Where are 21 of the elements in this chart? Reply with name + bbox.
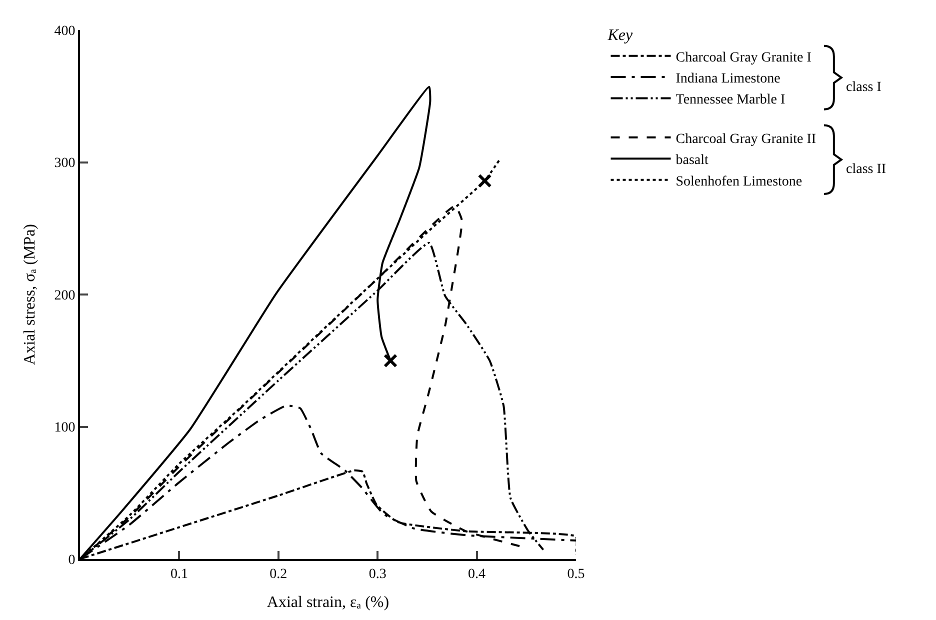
x-tick-label: 0.3 (368, 566, 386, 582)
legend-label: Indiana Limestone (676, 71, 780, 86)
legend-label: Charcoal Gray Granite II (676, 132, 816, 147)
y-tick-label: 0 (68, 552, 76, 568)
legend-label: Charcoal Gray Granite I (676, 50, 812, 66)
legend-title: Key (606, 27, 634, 44)
x-axis-title: Axial strain, εₐ (%) (266, 594, 390, 611)
legend-label: Tennessee Marble I (676, 92, 786, 108)
y-tick-label: 300 (54, 156, 76, 172)
x-tick-label: 0.2 (270, 566, 288, 582)
y-tick-label: 200 (54, 288, 76, 304)
x-tick-label: 0.1 (170, 566, 188, 582)
text: class I (846, 80, 882, 95)
y-axis-title: Axial stress, σₐ (MPa) (22, 224, 39, 365)
x-tick-label: 0.4 (468, 566, 486, 582)
x-tick-label: 0.5 (567, 566, 585, 582)
legend-label: basalt (676, 153, 709, 168)
y-tick-label: 400 (54, 24, 76, 39)
text: class II (846, 162, 886, 177)
legend-label: Solenhofen Limestone (676, 174, 802, 190)
y-tick-label: 100 (54, 420, 76, 436)
